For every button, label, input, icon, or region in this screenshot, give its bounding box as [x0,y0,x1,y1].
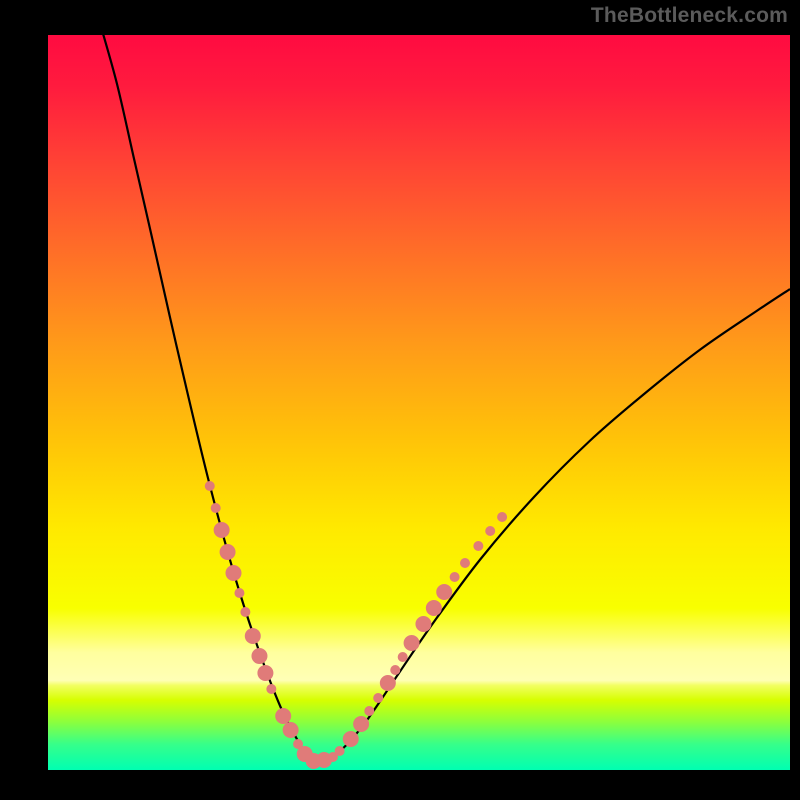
bead-marker [390,665,400,675]
bead-marker [205,481,215,491]
bead-marker [343,731,359,747]
bead-marker [380,675,396,691]
bead-marker [240,607,250,617]
bead-marker [251,648,267,664]
bead-marker [415,616,431,632]
bead-marker [257,665,273,681]
chart-root: TheBottleneck.com [0,0,800,800]
bead-marker [497,512,507,522]
bead-marker [353,716,369,732]
plot-background [48,35,790,770]
bead-marker [214,522,230,538]
bead-marker [266,684,276,694]
chart-svg [0,0,800,800]
bead-marker [234,588,244,598]
bead-marker [335,746,345,756]
bead-marker [226,565,242,581]
bead-marker [404,635,420,651]
bead-marker [275,708,291,724]
bead-marker [373,693,383,703]
bead-marker [211,503,221,513]
bead-marker [450,572,460,582]
bead-marker [426,600,442,616]
bead-marker [460,558,470,568]
bead-marker [485,526,495,536]
bead-marker [283,722,299,738]
bead-marker [398,652,408,662]
bead-marker [364,706,374,716]
bead-marker [473,541,483,551]
bead-marker [220,544,236,560]
watermark-text: TheBottleneck.com [591,4,788,28]
bead-marker [436,584,452,600]
bead-marker [245,628,261,644]
